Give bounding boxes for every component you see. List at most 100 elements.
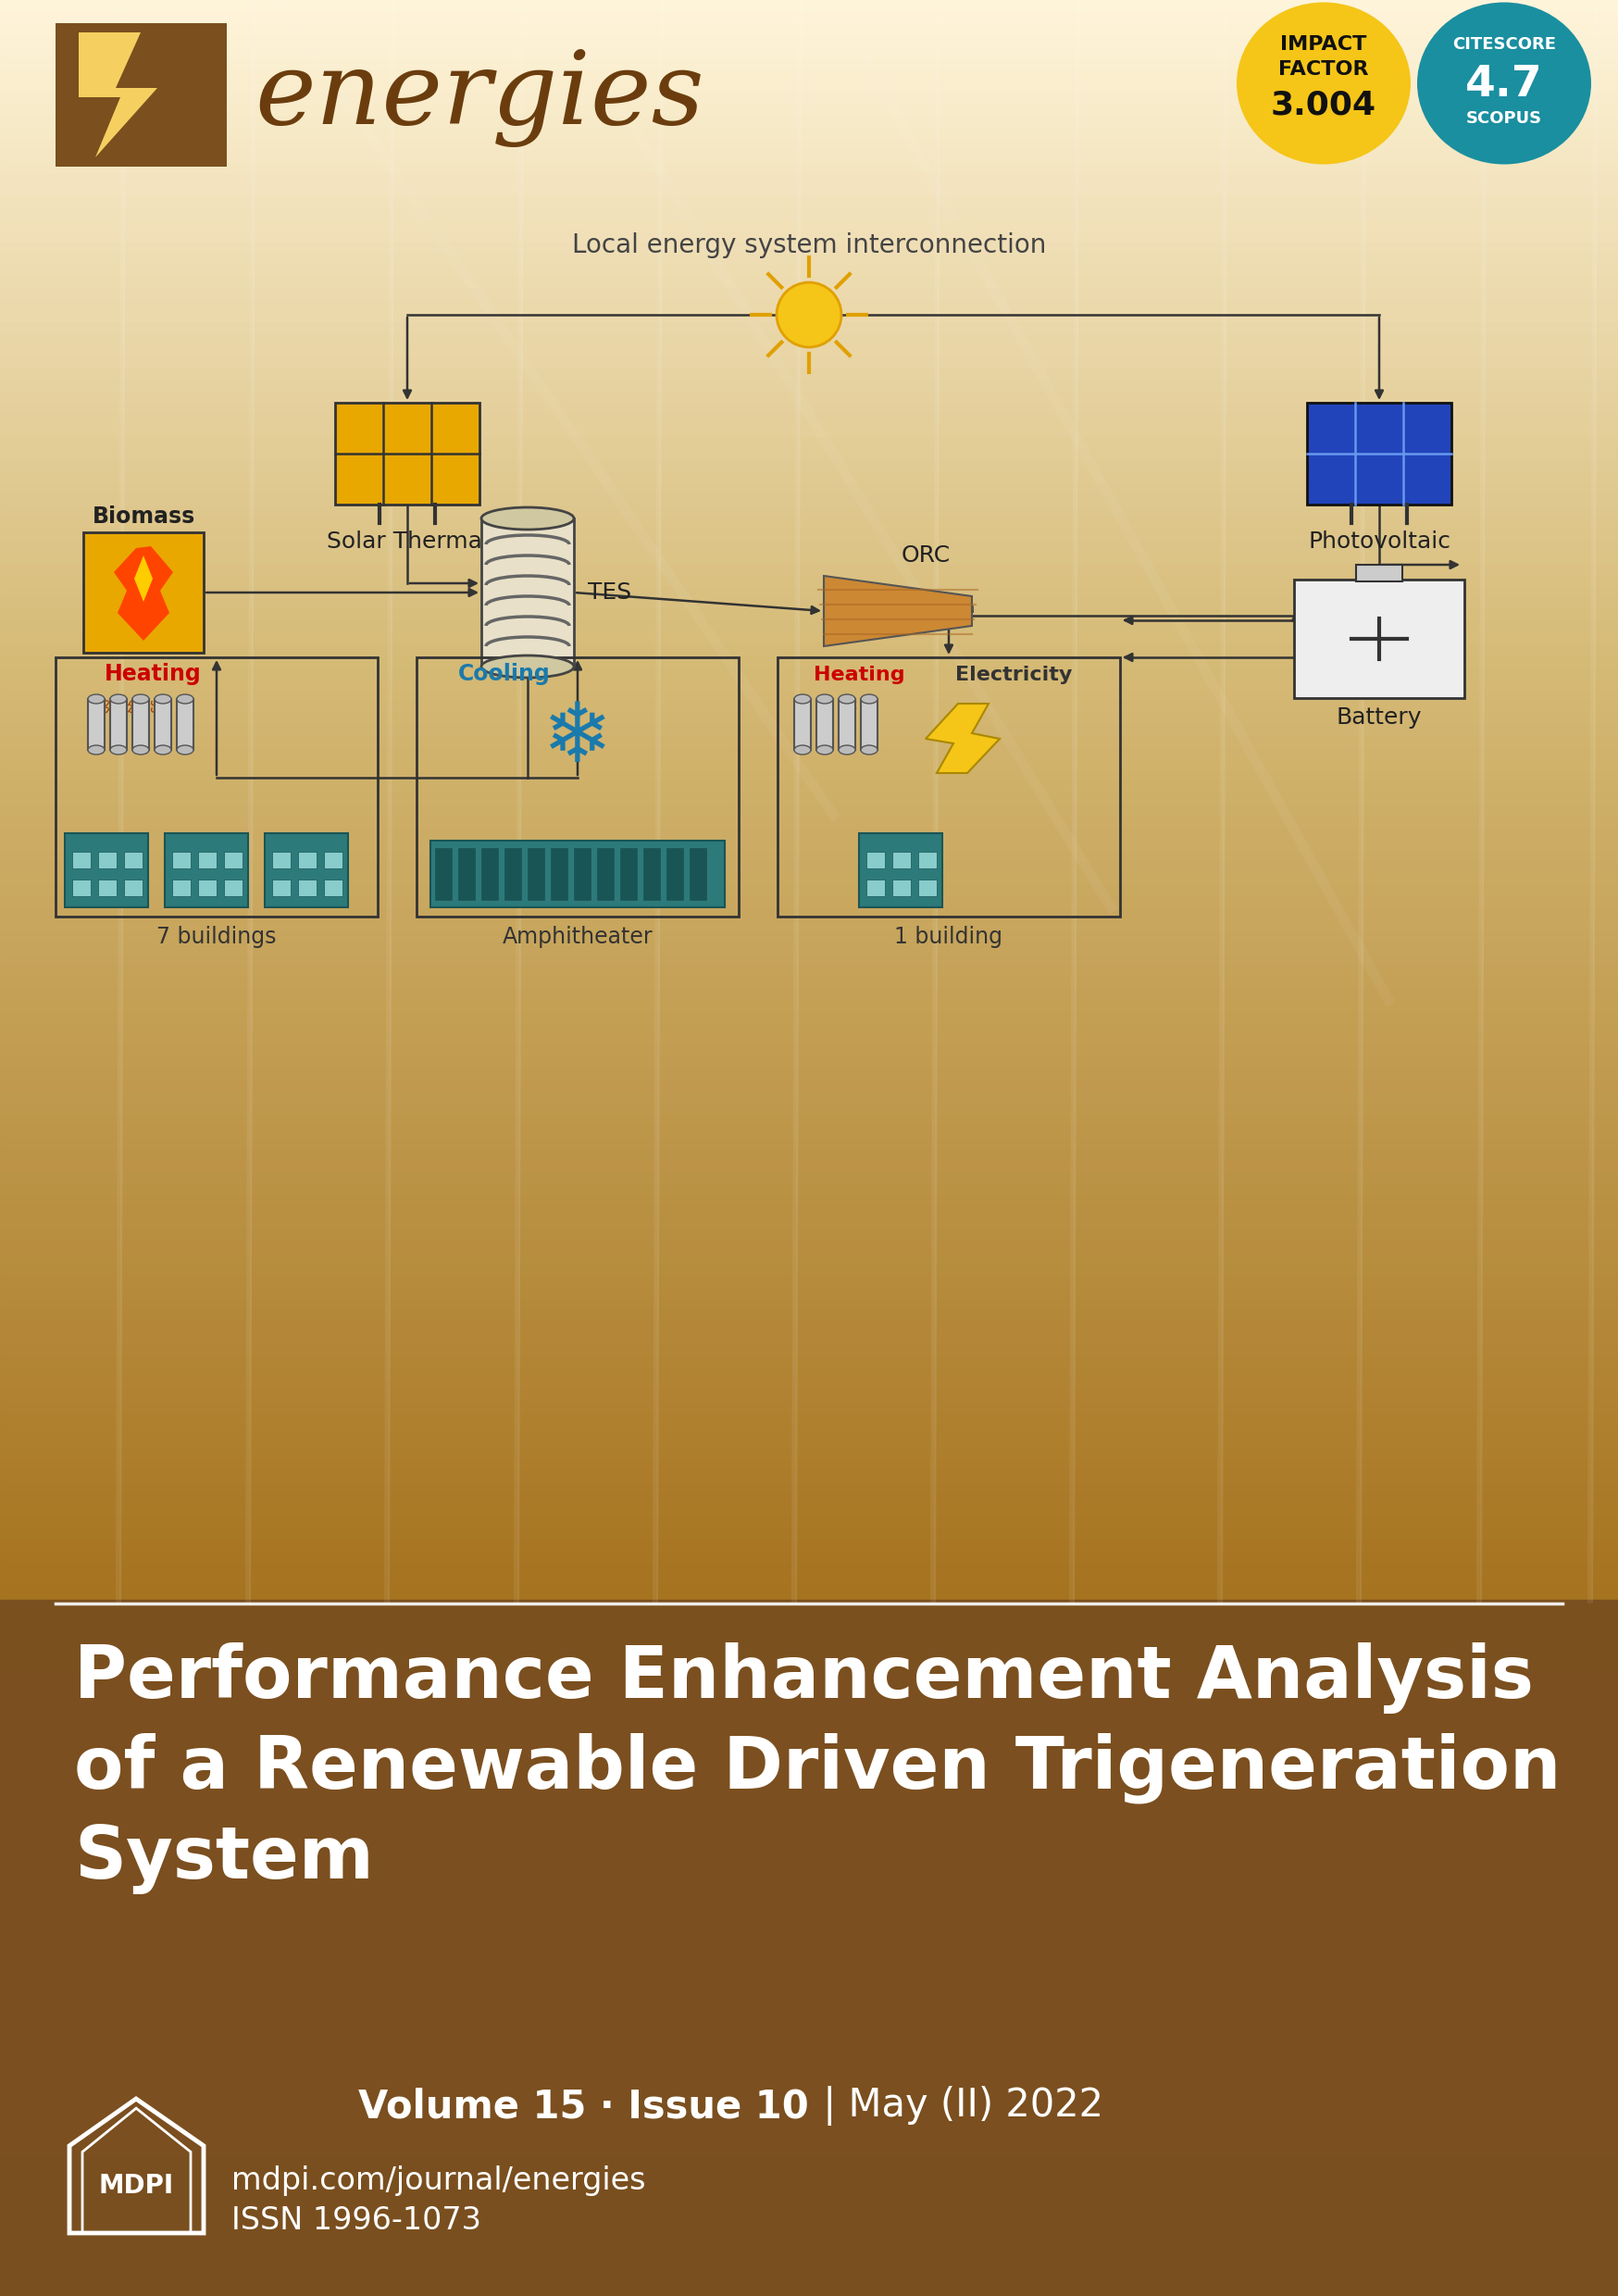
Bar: [0, 354, 1618, 367]
Bar: [0, 2018, 1618, 2032]
Bar: [0, 1628, 1618, 1642]
Bar: [0, 1421, 1618, 1435]
Bar: [0, 1938, 1618, 1952]
Bar: [0, 1088, 1618, 1102]
Bar: [335, 402, 479, 505]
Bar: [0, 1352, 1618, 1366]
Bar: [0, 1924, 1618, 1949]
Bar: [0, 1134, 1618, 1148]
Bar: [0, 1582, 1618, 1596]
Bar: [0, 388, 1618, 402]
Bar: [0, 572, 1618, 585]
Bar: [0, 331, 1618, 344]
Bar: [0, 560, 1618, 574]
Bar: [87, 698, 105, 751]
Bar: [0, 2190, 1618, 2204]
Bar: [223, 852, 243, 868]
Bar: [0, 687, 1618, 700]
Polygon shape: [925, 703, 1000, 774]
Bar: [0, 2271, 1618, 2285]
Bar: [0, 1616, 1618, 1630]
Bar: [0, 1692, 1618, 1717]
Bar: [0, 1249, 1618, 1263]
Bar: [133, 698, 149, 751]
Ellipse shape: [176, 746, 194, 755]
Bar: [0, 2062, 1618, 2087]
Bar: [0, 1623, 1618, 1649]
Bar: [0, 1970, 1618, 1995]
Bar: [0, 1984, 1618, 1998]
Bar: [0, 709, 1618, 723]
Bar: [0, 239, 1618, 253]
Ellipse shape: [481, 507, 574, 530]
Bar: [0, 1715, 1618, 1740]
Bar: [298, 879, 317, 895]
Bar: [165, 833, 248, 907]
Bar: [0, 2236, 1618, 2250]
Bar: [0, 618, 1618, 631]
Bar: [919, 852, 937, 868]
Text: §§: §§: [150, 698, 167, 714]
Text: TES: TES: [587, 581, 631, 604]
Text: §§: §§: [819, 696, 835, 712]
Bar: [0, 595, 1618, 608]
Bar: [0, 1215, 1618, 1228]
Text: §§: §§: [794, 696, 812, 712]
Bar: [0, 296, 1618, 310]
Bar: [892, 852, 911, 868]
Bar: [197, 852, 217, 868]
Bar: [0, 514, 1618, 528]
Ellipse shape: [110, 746, 126, 755]
Bar: [0, 1731, 1618, 1745]
Bar: [0, 790, 1618, 804]
Bar: [0, 824, 1618, 838]
Bar: [0, 1708, 1618, 1722]
Bar: [0, 1570, 1618, 1584]
Bar: [0, 526, 1618, 540]
Bar: [0, 732, 1618, 746]
Polygon shape: [134, 556, 152, 602]
Text: FACTOR: FACTOR: [1278, 60, 1369, 78]
Bar: [83, 533, 204, 652]
Bar: [0, 1295, 1618, 1309]
Bar: [0, 1180, 1618, 1194]
Bar: [272, 852, 291, 868]
Bar: [0, 1777, 1618, 1791]
Bar: [0, 652, 1618, 666]
Bar: [0, 285, 1618, 298]
Bar: [0, 170, 1618, 184]
Bar: [0, 583, 1618, 597]
Ellipse shape: [817, 693, 833, 703]
Bar: [0, 2122, 1618, 2135]
Bar: [155, 698, 172, 751]
Bar: [0, 273, 1618, 287]
Bar: [0, 457, 1618, 471]
Bar: [0, 1169, 1618, 1182]
Bar: [481, 847, 498, 900]
Bar: [0, 629, 1618, 643]
Bar: [859, 833, 942, 907]
Text: ISSN 1996-1073: ISSN 1996-1073: [231, 2204, 481, 2236]
Bar: [0, 0, 1618, 11]
Bar: [0, 1857, 1618, 1871]
Bar: [0, 1947, 1618, 1972]
Text: Electricity: Electricity: [955, 666, 1073, 684]
Ellipse shape: [87, 693, 105, 703]
Bar: [110, 698, 126, 751]
Bar: [99, 879, 116, 895]
Bar: [0, 1077, 1618, 1091]
Bar: [0, 1685, 1618, 1699]
Bar: [597, 847, 613, 900]
Bar: [0, 2110, 1618, 2124]
Bar: [0, 675, 1618, 689]
Bar: [0, 2213, 1618, 2227]
Bar: [0, 606, 1618, 620]
Text: MDPI: MDPI: [99, 2172, 173, 2200]
Bar: [0, 778, 1618, 792]
Bar: [0, 2179, 1618, 2204]
Bar: [265, 833, 348, 907]
Bar: [435, 847, 451, 900]
Text: mdpi.com/journal/energies: mdpi.com/journal/energies: [231, 2165, 646, 2195]
Bar: [0, 2179, 1618, 2193]
Bar: [0, 1697, 1618, 1711]
